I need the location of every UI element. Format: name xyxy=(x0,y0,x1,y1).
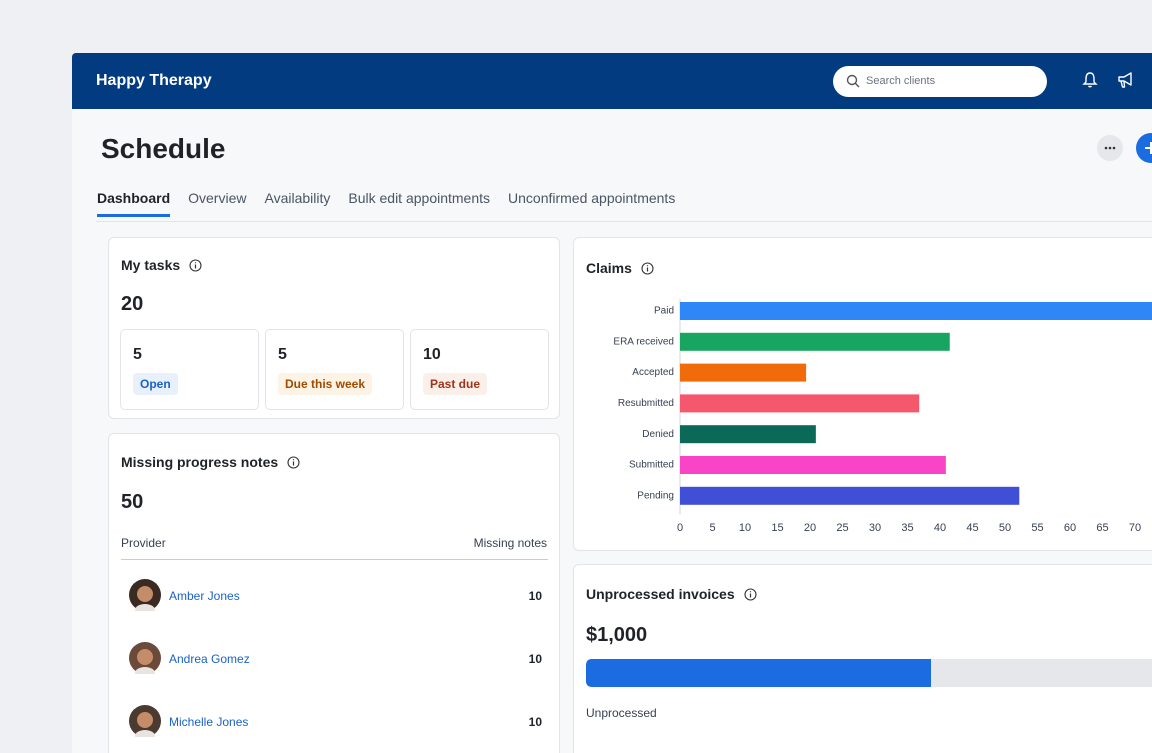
avatar-face xyxy=(137,712,153,728)
x-tick-label: 45 xyxy=(966,522,978,534)
info-icon[interactable] xyxy=(641,262,654,275)
x-tick-label: 50 xyxy=(999,522,1011,534)
invoices-card: Unprocessed invoices $1,000 Unprocessed xyxy=(573,564,1152,753)
tab-bar: Dashboard Overview Availability Bulk edit a… xyxy=(97,190,675,217)
page-title: Schedule xyxy=(101,133,226,164)
x-tick-label: 10 xyxy=(739,522,751,534)
more-icon xyxy=(1104,146,1116,150)
plus-icon xyxy=(1145,142,1152,154)
invoice-progress-fill xyxy=(586,659,931,687)
x-tick-label: 25 xyxy=(836,522,848,534)
avatar-face xyxy=(137,649,153,665)
title-text: Missing progress notes xyxy=(121,454,279,470)
tab-divider xyxy=(96,221,1152,222)
x-tick-label: 0 xyxy=(677,522,683,534)
task-count: 10 xyxy=(423,346,441,363)
x-tick-label: 40 xyxy=(934,522,946,534)
bar xyxy=(680,425,816,444)
category-label: Accepted xyxy=(632,367,674,378)
missing-count: 10 xyxy=(528,589,542,603)
column-header: Missing notes xyxy=(473,536,547,550)
app-window: Happy Therapy Search clients Schedule Da… xyxy=(72,53,1152,753)
x-tick-label: 65 xyxy=(1096,522,1108,534)
x-tick-label: 55 xyxy=(1031,522,1043,534)
tab[interactable]: Bulk edit appointments xyxy=(348,190,491,206)
announcement-icon[interactable] xyxy=(1117,71,1135,89)
invoices-total: $1,000 xyxy=(586,624,648,646)
info-icon[interactable] xyxy=(287,456,300,469)
tasks-total: 20 xyxy=(121,293,144,315)
title-text: Claims xyxy=(586,260,632,276)
x-tick-label: 30 xyxy=(869,522,881,534)
tab[interactable]: Overview xyxy=(188,190,247,206)
notes-total: 50 xyxy=(121,491,144,513)
card-title: Missing progress notes xyxy=(121,454,300,470)
x-tick-label: 60 xyxy=(1064,522,1076,534)
claims-chart: 0 5 10 15 20 25 30 35 40 45 50 55 60 65 70 Paid ERA rece… xyxy=(613,299,1152,534)
missing-notes-card: Missing progress notes 50 Provider Missi… xyxy=(108,433,560,753)
header-divider xyxy=(121,559,548,560)
category-label: Paid xyxy=(654,306,674,317)
missing-count: 10 xyxy=(528,652,542,666)
avatar xyxy=(129,705,161,737)
top-bar: Happy Therapy Search clients xyxy=(72,53,1152,109)
bar xyxy=(680,394,920,413)
avatar-face xyxy=(137,586,153,602)
add-button[interactable] xyxy=(1136,133,1152,163)
category-label: ERA received xyxy=(613,336,674,347)
more-button[interactable] xyxy=(1097,135,1123,161)
card-title: Claims xyxy=(586,260,654,276)
tab[interactable]: Availability xyxy=(264,190,331,206)
info-icon[interactable] xyxy=(743,588,757,601)
task-tile[interactable]: 5 Open xyxy=(120,329,259,410)
provider-name[interactable]: Michelle Jones xyxy=(169,715,249,729)
claims-card: Claims 0 5 10 15 20 25 30 35 40 45 50 55 60 65 70 Paid E… xyxy=(573,237,1152,551)
card-title: Unprocessed invoices xyxy=(586,586,757,602)
task-badge: Past due xyxy=(423,373,488,395)
x-tick-label: 20 xyxy=(804,522,816,534)
category-label: Submitted xyxy=(629,460,674,471)
task-count: 5 xyxy=(278,346,287,363)
bell-icon[interactable] xyxy=(1082,71,1098,89)
bar xyxy=(680,456,946,474)
legend-label: Unprocessed xyxy=(586,706,657,720)
x-tick-label: 5 xyxy=(709,522,715,534)
app-name: Happy Therapy xyxy=(96,72,212,89)
search-box[interactable]: Search clients xyxy=(833,66,1047,97)
search-icon xyxy=(846,74,860,88)
x-tick-label: 70 xyxy=(1129,522,1141,534)
x-tick-label: 35 xyxy=(901,522,913,534)
x-tick-label: 15 xyxy=(771,522,783,534)
tasks-card: My tasks 20 5 Open 5 Due this week 10 Past du… xyxy=(108,237,560,419)
tab[interactable]: Dashboard xyxy=(97,190,171,217)
provider-name[interactable]: Andrea Gomez xyxy=(169,652,250,666)
page: { "header": {"app_name": "Happy Therapy"… xyxy=(72,53,1152,753)
search-placeholder: Search clients xyxy=(866,75,936,87)
title-text: Unprocessed invoices xyxy=(586,586,735,602)
avatar xyxy=(129,579,161,611)
invoice-progress-track xyxy=(586,659,1152,687)
task-badge: Due this week xyxy=(278,373,373,395)
task-badge: Open xyxy=(133,373,178,395)
task-tile[interactable]: 5 Due this week xyxy=(265,329,404,410)
category-label: Denied xyxy=(642,429,674,440)
card-title: My tasks xyxy=(121,257,202,273)
task-count: 5 xyxy=(133,346,142,363)
tab[interactable]: Unconfirmed appointments xyxy=(508,190,676,206)
bar xyxy=(680,302,1152,320)
avatar-body xyxy=(135,604,155,611)
info-icon[interactable] xyxy=(189,259,202,272)
bar xyxy=(680,486,1020,505)
bar xyxy=(680,332,950,351)
avatar-body xyxy=(135,667,155,674)
missing-count: 10 xyxy=(528,715,542,729)
task-tile[interactable]: 10 Past due xyxy=(410,329,549,410)
provider-name[interactable]: Amber Jones xyxy=(169,589,240,603)
category-label: Pending xyxy=(637,490,674,501)
title-text: My tasks xyxy=(121,257,181,273)
column-header: Provider xyxy=(121,536,166,550)
avatar xyxy=(129,642,161,674)
category-label: Resubmitted xyxy=(618,398,674,409)
bar xyxy=(680,363,807,382)
